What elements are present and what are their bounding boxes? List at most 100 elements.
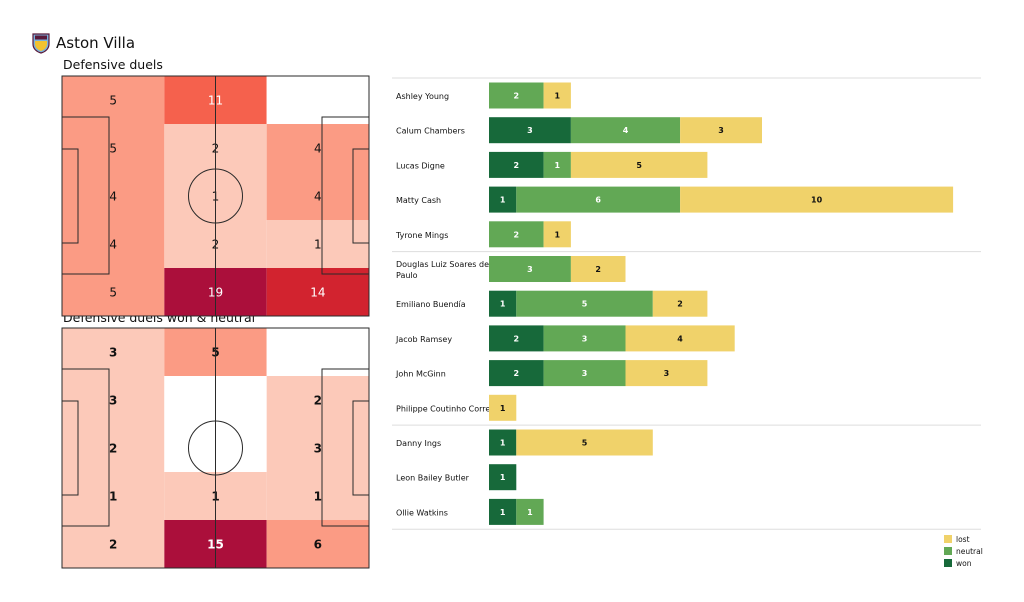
legend-swatch-neutral <box>944 547 952 555</box>
bar-segment-won <box>489 186 517 213</box>
bar-value-label: 2 <box>595 265 601 274</box>
player-name-label: Calum Chambers <box>396 127 465 136</box>
legend-label: lost <box>956 535 970 544</box>
heatmap-cell-label: 5 <box>109 286 117 300</box>
heatmap-cell-label: 5 <box>109 94 117 108</box>
player-name-label: Danny Ings <box>396 439 441 448</box>
heatmap-cell-label: 4 <box>314 190 322 204</box>
bar-value-label: 2 <box>677 300 683 309</box>
player-name-label: Jacob Ramsey <box>395 335 452 344</box>
bar-value-label: 1 <box>500 300 506 309</box>
bar-value-label: 1 <box>500 508 506 517</box>
bar-value-label: 3 <box>527 126 533 135</box>
bar-value-label: 6 <box>595 196 601 205</box>
bar-value-label: 10 <box>811 196 823 205</box>
heatmap-cell-label: 2 <box>109 538 117 552</box>
player-name-label: Tyrone Mings <box>395 231 448 240</box>
bar-value-label: 1 <box>527 508 533 517</box>
legend: lost neutral won <box>944 535 983 568</box>
heatmap-cell-label: 4 <box>314 142 322 156</box>
bar-segment-neutral <box>543 360 626 387</box>
bar-segment-lost <box>652 290 708 317</box>
bar-value-label: 4 <box>677 334 683 343</box>
legend-label: neutral <box>956 547 983 556</box>
heatmap-cell <box>266 520 369 568</box>
bar-segment-neutral <box>489 221 544 248</box>
bar-value-label: 1 <box>554 92 560 101</box>
heatmap-cell-label: 6 <box>314 538 322 552</box>
bar-value-label: 3 <box>582 369 588 378</box>
bar-value-label: 1 <box>500 196 506 205</box>
bar-segment-lost <box>625 325 735 352</box>
bar-segment-lost <box>516 429 653 456</box>
bar-segment-neutral <box>489 256 571 282</box>
bar-value-label: 5 <box>636 161 642 170</box>
bar-value-label: 2 <box>514 334 520 343</box>
bar-value-label: 5 <box>582 439 588 448</box>
heatmap-cell <box>62 424 165 472</box>
bar-segment-won <box>489 498 517 525</box>
bar-segment-neutral <box>543 325 626 352</box>
bar-segment-lost <box>680 117 762 144</box>
heatmap-cell <box>62 220 165 268</box>
heatmap-cell <box>266 424 369 472</box>
bar-value-label: 2 <box>514 230 520 239</box>
bar-segment-neutral <box>543 151 571 178</box>
bar-segment-lost <box>625 360 708 387</box>
player-name-label: Lucas Digne <box>396 161 445 170</box>
bar-segment-neutral <box>516 498 544 525</box>
bar-segment-won <box>489 429 517 456</box>
heatmap-cell <box>266 76 369 124</box>
player-name-label: Ashley Young <box>396 92 449 101</box>
pitch-markings <box>61 75 370 317</box>
club-badge-icon <box>32 33 50 54</box>
bar-segment-neutral <box>489 82 544 109</box>
heatmap-cell <box>62 124 165 172</box>
bar-value-label: 5 <box>582 300 588 309</box>
heatmap-cell <box>266 472 369 520</box>
heatmap-cell-label: 1 <box>314 238 322 252</box>
heatmap-cell <box>62 76 165 124</box>
heatmap-cell-label: 2 <box>109 442 117 456</box>
bar-value-label: 1 <box>554 161 560 170</box>
bar-segment-won <box>489 117 571 144</box>
bar-value-label: 3 <box>718 126 724 135</box>
bar-segment-neutral <box>516 186 681 213</box>
heatmap-cell <box>266 220 369 268</box>
bar-segment-lost <box>570 151 708 178</box>
bar-segment-lost <box>489 394 517 421</box>
bar-value-label: 1 <box>500 439 506 448</box>
player-name-label: Emiliano Buendía <box>396 300 466 309</box>
bar-segment-lost <box>680 186 954 213</box>
heatmap-cell <box>266 268 369 316</box>
heatmap-cell-label: 4 <box>109 190 117 204</box>
heatmap-cell-label: 2 <box>314 394 322 408</box>
player-name-label: Philippe Coutinho Correia <box>396 404 498 413</box>
bar-segment-lost <box>570 256 626 282</box>
player-name-label: Matty Cash <box>396 196 441 205</box>
player-name-label: Douglas Luiz Soares de Paulo <box>396 260 489 280</box>
player-name-label: John McGinn <box>395 370 446 379</box>
bar-value-label: 4 <box>623 126 629 135</box>
heatmap-cell-label: 3 <box>109 394 117 408</box>
heatmap-cell <box>62 172 165 220</box>
heatmap-cell-label: 14 <box>310 286 325 300</box>
heatmap-cell <box>62 520 165 568</box>
bar-segment-won <box>489 290 517 317</box>
bar-segment-won <box>489 151 544 178</box>
bar-value-label: 2 <box>514 92 520 101</box>
heatmap-cell-label: 4 <box>109 238 117 252</box>
heatmap-cell <box>62 376 165 424</box>
heatmap-cell-label: 1 <box>314 490 322 504</box>
legend-swatch-won <box>944 559 952 567</box>
heatmap-cell <box>266 124 369 172</box>
heatmap-cell <box>62 328 165 376</box>
player-name-label: Ollie Watkins <box>396 508 448 517</box>
bar-segment-lost <box>543 82 571 109</box>
bar-value-label: 3 <box>527 265 533 274</box>
heatmap-cell <box>266 172 369 220</box>
bar-value-label: 3 <box>664 369 670 378</box>
bar-value-label: 2 <box>514 369 520 378</box>
